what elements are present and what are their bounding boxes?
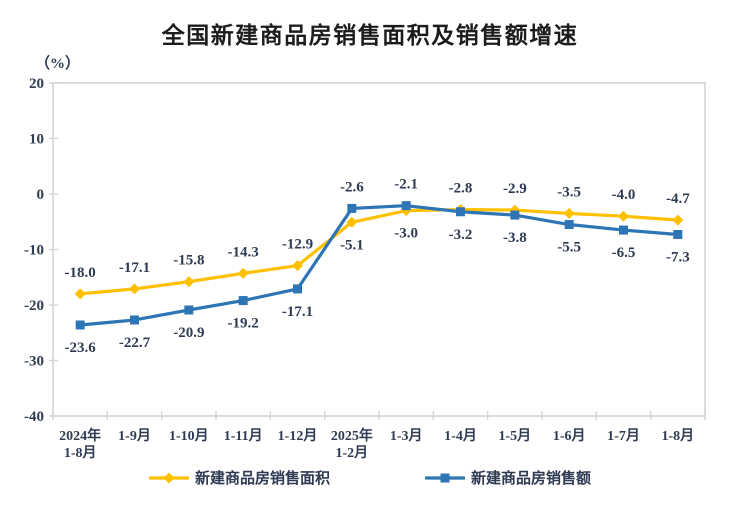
y-tick-label-20: 20 [29,76,44,92]
series-1-marker-9 [564,220,574,230]
legend: 新建商品房销售面积 新建商品房销售额 [0,467,740,488]
y-axis-unit-label: （%） [35,56,81,72]
series-0-label-4: -12.9 [282,237,313,253]
series-1-marker-7 [456,207,465,217]
series-1-marker-11 [673,230,683,240]
series-0-marker-3 [237,267,249,279]
series-0-label-1: -17.1 [119,260,150,276]
y-tick-label--30: -30 [24,354,44,370]
series-1-marker-6 [401,201,411,211]
x-tick-label-5: 2025年 [331,427,373,444]
chart-title: 全国新建商品房销售面积及销售额增速 [161,23,579,49]
legend-label-sales-area: 新建商品房销售面积 [194,471,330,487]
x-tick-label-6: 1-3月 [390,428,423,444]
x-tick-label-9: 1-6月 [553,428,586,444]
series-1-label-4: -17.1 [282,304,313,320]
series-0-marker-2 [183,276,195,288]
series-0-label-8: -2.9 [503,181,527,197]
series-0-marker-11 [672,214,684,226]
legend-item-sales-area: 新建商品房销售面积 [148,467,330,488]
x-tick-label-2: 1-10月 [169,428,209,444]
series-0-marker-9 [563,207,575,219]
x-tick-label-11: 1-8月 [661,428,694,444]
series-0-marker-5 [346,216,358,228]
series-1-marker-5 [347,203,357,213]
series-0-label-11: -4.7 [666,191,690,207]
series-0-label-3: -14.3 [228,244,259,260]
legend-item-sales-amount: 新建商品房销售额 [425,467,591,488]
series-1-label-5: -2.6 [340,179,364,195]
y-tick-label-0: 0 [37,187,45,203]
series-0-marker-0 [74,288,86,300]
series-0-label-5: -5.1 [340,237,364,253]
series-0-line [78,207,680,296]
series-1-marker-2 [184,305,194,315]
series-1-marker-3 [238,296,248,306]
legend-label-sales-amount: 新建商品房销售额 [471,471,592,487]
legend-swatch-sales-area-icon [148,472,189,483]
series-0-label-10: -4.0 [612,187,636,203]
series-0-label-7: -2.8 [449,181,473,197]
x-tick-label-8: 1-5月 [498,428,531,444]
x-tick-label-1: 1-9月 [118,428,151,444]
y-tick-label--40: -40 [24,409,44,425]
series-1-label-1: -22.7 [119,335,151,351]
series-1-label-2: -20.9 [173,325,204,341]
series-1-marker-1 [130,315,139,325]
y-tick-label-10: 10 [29,132,44,148]
x-tick-label-10: 1-7月 [607,428,640,444]
series-1-marker-0 [75,320,85,330]
series-1-marker-10 [619,225,628,235]
series-0-marker-10 [618,210,629,222]
x-tick-label-4: 1-12月 [278,428,318,444]
x-tick-label-7: 1-4月 [444,428,477,444]
series-1-label-9: -5.5 [557,240,581,256]
series-0-label-0: -18.0 [65,265,96,281]
series-1-label-0: -23.6 [65,340,97,356]
series-1-label-7: -3.2 [449,227,473,243]
x-tick-label-0-line2: 1-8月 [64,445,97,461]
series-0-marker-1 [129,283,140,295]
y-tick-label--10: -10 [24,243,44,259]
series-1-label-6: -2.1 [394,177,418,193]
series-1-line [78,204,680,327]
series-1-label-10: -6.5 [612,245,636,261]
series-0-label-9: -3.5 [557,184,581,200]
series-0-label-2: -15.8 [173,253,204,269]
legend-swatch-sales-amount-icon [425,473,465,482]
x-tick-label-5-line2: 1-2月 [335,445,368,461]
series-1-label-3: -19.2 [228,316,259,332]
x-tick-label-0: 2024年 [59,427,101,444]
series-0-marker-4 [292,260,303,272]
x-tick-label-3: 1-11月 [224,428,263,444]
y-tick-label--20: -20 [24,298,44,314]
series-0-label-6: -3.0 [394,226,418,242]
legend-square-marker [440,473,450,482]
series-1-marker-8 [510,210,520,220]
series-1-label-11: -7.3 [666,250,690,266]
series-1-label-8: -3.8 [503,230,527,246]
plot-border [52,82,706,417]
series-1-marker-4 [293,284,302,294]
legend-diamond-marker [163,472,175,483]
